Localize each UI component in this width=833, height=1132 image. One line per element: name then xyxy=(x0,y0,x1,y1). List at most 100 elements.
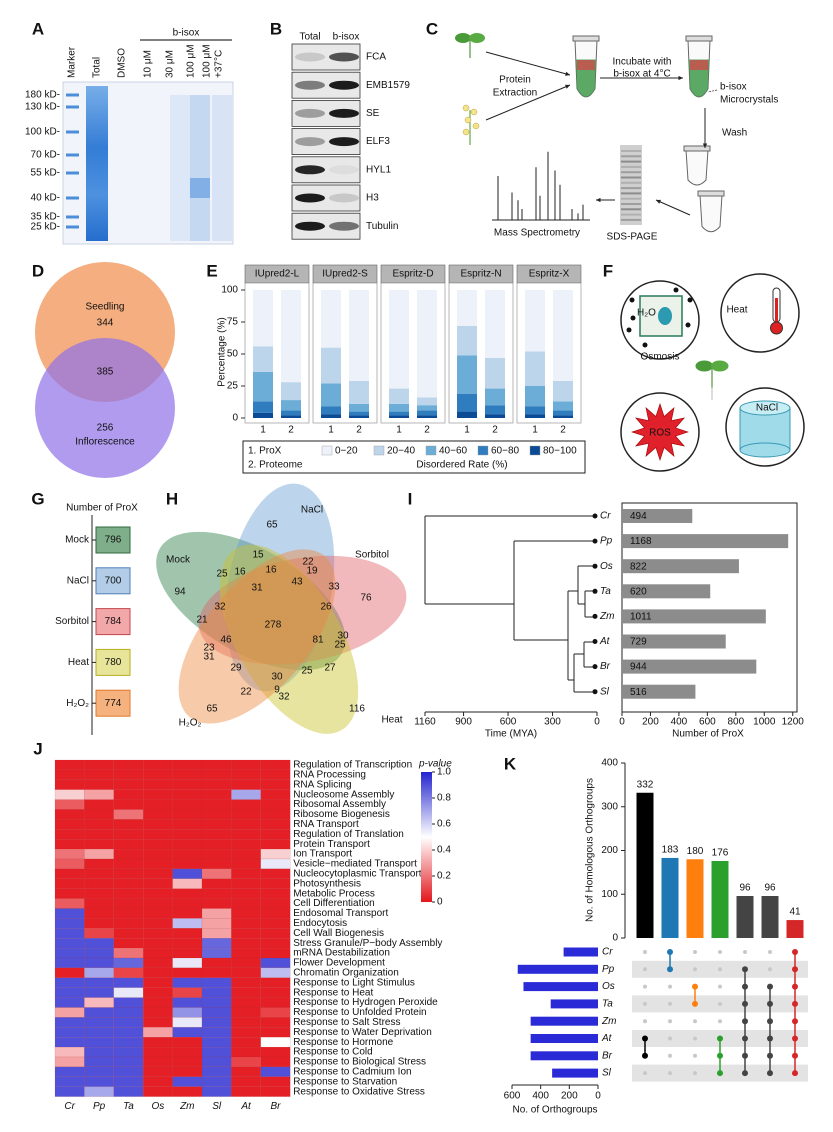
heat-cell xyxy=(260,1027,291,1038)
heat-cell xyxy=(231,858,261,870)
set-label: Cr xyxy=(602,947,613,958)
heat-cell xyxy=(231,1027,261,1038)
heat-cell xyxy=(84,809,114,820)
y-tick-label: 0 xyxy=(612,933,618,944)
heat-cell xyxy=(172,1007,203,1018)
x-tick-label: 1000 xyxy=(753,717,776,728)
value-label: 944 xyxy=(630,662,647,673)
venn-count: 23 xyxy=(203,643,215,654)
heat-cell xyxy=(201,799,232,810)
heat-cell xyxy=(54,967,85,978)
row-label: Response to Salt Stress xyxy=(293,1017,400,1028)
sds-band xyxy=(621,150,641,152)
matrix-dot-empty xyxy=(643,967,647,972)
row-label: Response to Heat xyxy=(293,987,373,998)
heat-cell xyxy=(113,977,144,988)
heat-cell xyxy=(143,997,173,1008)
sds-band xyxy=(621,165,641,168)
heat-cell xyxy=(231,1076,261,1087)
heat-cell xyxy=(201,769,232,780)
set-label: Pp xyxy=(602,964,615,975)
heat-cell xyxy=(260,947,291,959)
venn-count: 21 xyxy=(196,615,208,626)
legend-swatch xyxy=(373,445,385,456)
bar-segment xyxy=(485,388,505,406)
bar-segment xyxy=(321,383,341,407)
heat-cell xyxy=(201,898,232,909)
heat-cell xyxy=(113,947,144,959)
heat-cell xyxy=(260,759,291,771)
protein-label: SE xyxy=(366,108,380,119)
heat-cell xyxy=(54,947,85,959)
bar-segment xyxy=(457,411,477,418)
heat-cell xyxy=(84,997,114,1008)
heat-cell xyxy=(260,858,291,870)
heat-cell xyxy=(54,957,85,969)
tree-tip xyxy=(592,664,598,670)
panel-label: F xyxy=(603,261,613,280)
heat-cell xyxy=(231,967,261,978)
heat-cell xyxy=(143,938,173,949)
legend-label: 0−20 xyxy=(335,446,358,457)
species-label: Zm xyxy=(599,611,614,622)
leaf xyxy=(710,360,729,372)
workflow-text: Microcrystals xyxy=(720,95,778,106)
matrix-dot xyxy=(717,1070,723,1077)
blot-band xyxy=(295,80,325,90)
heat-cell xyxy=(54,779,85,790)
heat-cell xyxy=(231,1086,261,1097)
blot-band xyxy=(329,221,359,231)
heat-cell xyxy=(143,1076,173,1087)
species-label: Br xyxy=(600,661,611,672)
matrix-dot xyxy=(717,1035,723,1042)
sds-band xyxy=(621,197,641,200)
condition-label: Mock xyxy=(65,535,90,546)
arrow-head xyxy=(596,197,601,203)
tube-cap xyxy=(572,35,600,42)
venn-count: 43 xyxy=(291,577,303,588)
species-label: Os xyxy=(600,561,613,572)
heat-cell xyxy=(201,997,232,1008)
matrix-dot-empty xyxy=(643,950,647,954)
matrix-dot xyxy=(767,1052,773,1059)
blot-band xyxy=(329,108,359,118)
heat-cell xyxy=(260,819,291,830)
protein-label: EMB1579 xyxy=(366,80,410,91)
row-label: Nucleosome Assembly xyxy=(293,789,394,800)
venn-count: 344 xyxy=(97,318,114,329)
heat-cell xyxy=(260,957,291,969)
lane-band xyxy=(190,178,210,198)
column-label: Cr xyxy=(64,1101,75,1112)
heat-cell xyxy=(201,1007,232,1018)
heat-cell xyxy=(84,1066,114,1077)
tube-cap xyxy=(683,145,711,152)
sds-band xyxy=(621,171,641,174)
heat-cell xyxy=(172,987,203,998)
flower xyxy=(464,116,472,124)
heat-cell xyxy=(84,1086,114,1097)
protein-label: FCA xyxy=(366,52,386,63)
bar-segment xyxy=(321,406,341,415)
facet-label: Espritz-D xyxy=(392,269,433,280)
venn-count: 116 xyxy=(349,704,365,715)
matrix-dot xyxy=(767,1070,773,1077)
condition-label: NaCl xyxy=(67,575,89,586)
heat-cell xyxy=(143,1017,173,1028)
colorbar xyxy=(421,772,432,902)
bar-segment xyxy=(389,415,409,418)
heat-cell xyxy=(143,977,173,988)
matrix-dot xyxy=(667,949,673,955)
heat-cell xyxy=(201,1086,232,1097)
heat-cell xyxy=(260,938,291,949)
sds-gel xyxy=(620,145,642,225)
heat-cell xyxy=(231,1046,261,1058)
bar xyxy=(636,792,654,938)
bar xyxy=(622,559,739,574)
bar xyxy=(622,634,726,649)
heat-cell xyxy=(143,779,173,790)
matrix-dot-empty xyxy=(668,984,672,989)
heat-cell xyxy=(201,1056,232,1068)
venn-ellipse xyxy=(225,483,335,692)
heat-cell xyxy=(84,957,114,969)
ladder-band xyxy=(66,171,79,175)
